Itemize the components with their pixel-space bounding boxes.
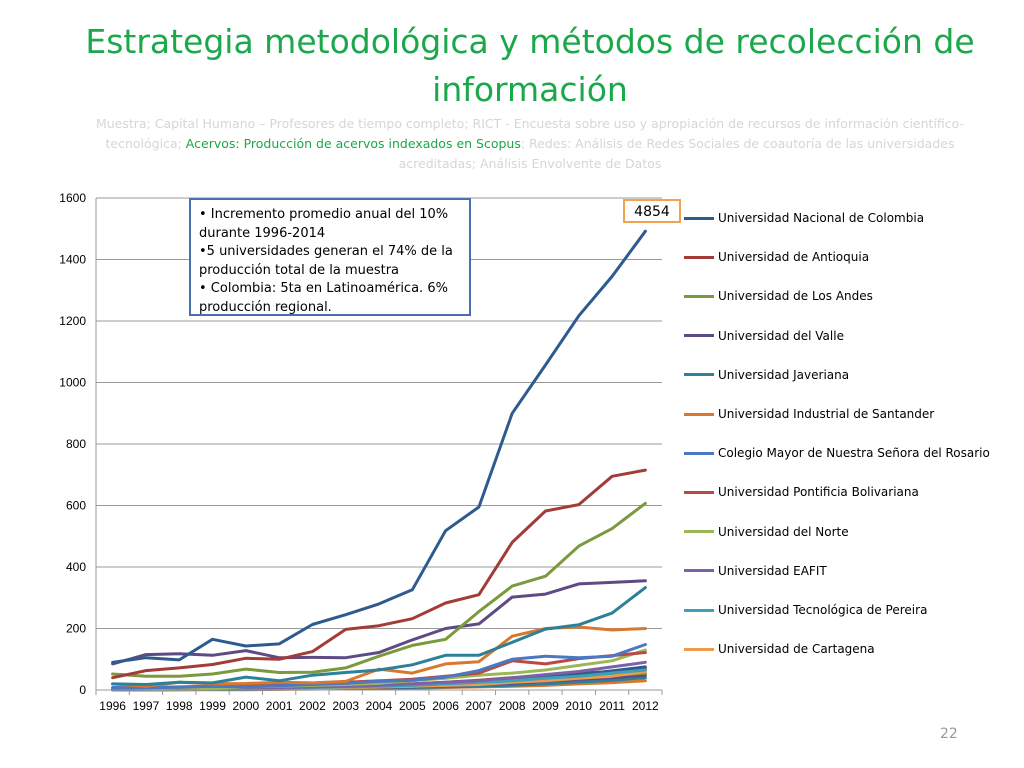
- y-tick-label: 1400: [59, 253, 86, 267]
- legend-swatch: [684, 294, 714, 298]
- x-tick-label: 2000: [232, 699, 259, 713]
- legend-item: Universidad del Valle: [684, 326, 844, 346]
- subtitle-highlight: Acervos: Producción de acervos indexados…: [185, 136, 521, 151]
- x-tick-label: 2006: [432, 699, 459, 713]
- x-tick-label: 1996: [99, 699, 126, 713]
- x-tick-label: 2009: [532, 699, 559, 713]
- x-tick-label: 2010: [565, 699, 592, 713]
- annotation-box: • Incremento promedio anual del 10% dura…: [189, 198, 471, 316]
- legend-swatch: [684, 412, 714, 416]
- series-line-universidad-javeriana: [111, 586, 647, 686]
- legend-label: Universidad de Antioquia: [718, 250, 870, 265]
- legend-label: Universidad Industrial de Santander: [718, 407, 935, 421]
- legend-label: Universidad de Los Andes: [718, 289, 873, 304]
- slide-subtitle: Muestra; Capital Humano – Profesores de …: [92, 114, 968, 174]
- x-tick-label: 1997: [133, 699, 160, 713]
- legend-swatch: [684, 569, 714, 573]
- legend-label: Universidad Nacional de Colombia: [718, 211, 925, 225]
- x-tick-label: 2011: [599, 699, 625, 713]
- series-line-colegio-mayor-de-nuestra-senora-del-rosario: [111, 643, 647, 690]
- legend-swatch: [684, 216, 714, 220]
- legend-item: Universidad de Antioquia: [684, 247, 869, 267]
- y-tick-label: 1000: [59, 376, 86, 390]
- x-tick-label: 2004: [366, 699, 393, 713]
- series-line-universidad-nacional-de-colombia: [111, 229, 647, 664]
- y-tick-label: 400: [66, 560, 86, 574]
- legend-swatch: [684, 647, 714, 651]
- page-number: 22: [940, 726, 958, 742]
- subtitle-text-start: Muestra; Capital Humano – Profesores de …: [95, 116, 965, 151]
- x-tick-label: 1998: [166, 699, 193, 713]
- legend-swatch: [684, 373, 714, 377]
- legend-item: Universidad Pontificia Bolivariana: [684, 482, 919, 502]
- x-tick-label: 2003: [332, 699, 359, 713]
- legend-label: Universidad del Norte: [718, 524, 849, 539]
- legend-item: Universidad Javeriana: [684, 365, 849, 385]
- series-line-universidad-de-los-andes: [111, 501, 647, 678]
- y-tick-label: 1200: [59, 314, 86, 328]
- x-tick-label: 2005: [399, 699, 426, 713]
- y-tick-label: 1600: [59, 191, 86, 205]
- x-tick-label: 2007: [466, 699, 493, 713]
- x-tick-label: 2008: [499, 699, 526, 713]
- legend-swatch: [684, 530, 714, 534]
- legend-item: Universidad de Los Andes: [684, 286, 873, 306]
- x-tick-label: 2012: [632, 699, 659, 713]
- legend-label: Universidad Tecnológica de Pereira: [718, 603, 928, 617]
- y-tick-label: 600: [66, 499, 86, 513]
- legend-item: Universidad EAFIT: [684, 561, 827, 581]
- series-line-universidad-de-antioquia: [111, 468, 647, 680]
- legend-label: Colegio Mayor de Nuestra Señora del Rosa…: [718, 446, 990, 461]
- annotation-line-1: • Incremento promedio anual del 10% dura…: [199, 207, 449, 241]
- legend-swatch: [684, 451, 714, 455]
- legend-swatch: [684, 490, 714, 494]
- legend-item: Colegio Mayor de Nuestra Señora del Rosa…: [684, 443, 990, 463]
- annotation-line-2: •5 universidades generan el 74% de la pr…: [199, 244, 453, 278]
- y-tick-label: 200: [66, 622, 86, 636]
- legend-label: Universidad del Valle: [718, 328, 844, 343]
- legend-item: Universidad de Cartagena: [684, 639, 875, 659]
- legend-label: Universidad Javeriana: [718, 367, 850, 382]
- legend-label: Universidad de Cartagena: [718, 642, 875, 657]
- legend-swatch: [684, 255, 714, 259]
- legend-swatch: [684, 334, 714, 338]
- legend-swatch: [684, 608, 714, 612]
- subtitle-text-end: ; Redes: Análisis de Redes Sociales de c…: [398, 136, 955, 171]
- x-tick-label: 2001: [266, 699, 293, 713]
- legend-item: Universidad Industrial de Santander: [684, 404, 934, 424]
- y-tick-label: 800: [66, 437, 86, 451]
- legend-label: Universidad EAFIT: [718, 563, 827, 578]
- slide-title: Estrategia metodológica y métodos de rec…: [85, 22, 975, 109]
- x-tick-label: 1999: [199, 699, 226, 713]
- annotation-line-3: • Colombia: 5ta en Latinoamérica. 6% pro…: [199, 281, 448, 315]
- x-tick-label: 2002: [299, 699, 326, 713]
- total-callout: 4854: [623, 199, 681, 223]
- series-line-universidad-del-valle: [111, 579, 647, 666]
- legend-item: Universidad Nacional de Colombia: [684, 208, 924, 228]
- legend-label: Universidad Pontificia Bolivariana: [718, 485, 919, 500]
- legend-item: Universidad del Norte: [684, 522, 849, 542]
- y-tick-label: 0: [79, 683, 86, 697]
- legend-item: Universidad Tecnológica de Pereira: [684, 600, 927, 620]
